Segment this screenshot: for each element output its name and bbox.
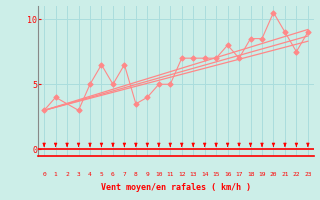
Point: [133, 102, 139, 105]
Point: [76, 109, 81, 112]
Point: [294, 50, 299, 53]
Point: [213, 57, 219, 60]
Point: [248, 37, 253, 40]
Point: [156, 83, 161, 86]
Point: [202, 57, 207, 60]
Point: [87, 83, 92, 86]
Point: [53, 96, 58, 99]
X-axis label: Vent moyen/en rafales ( km/h ): Vent moyen/en rafales ( km/h ): [101, 183, 251, 192]
Point: [99, 63, 104, 66]
Point: [305, 30, 310, 34]
Point: [168, 83, 173, 86]
Point: [122, 63, 127, 66]
Point: [282, 30, 287, 34]
Point: [179, 57, 184, 60]
Point: [260, 37, 265, 40]
Point: [191, 57, 196, 60]
Point: [110, 83, 116, 86]
Point: [225, 44, 230, 47]
Point: [271, 11, 276, 14]
Point: [42, 109, 47, 112]
Point: [236, 57, 242, 60]
Point: [145, 96, 150, 99]
